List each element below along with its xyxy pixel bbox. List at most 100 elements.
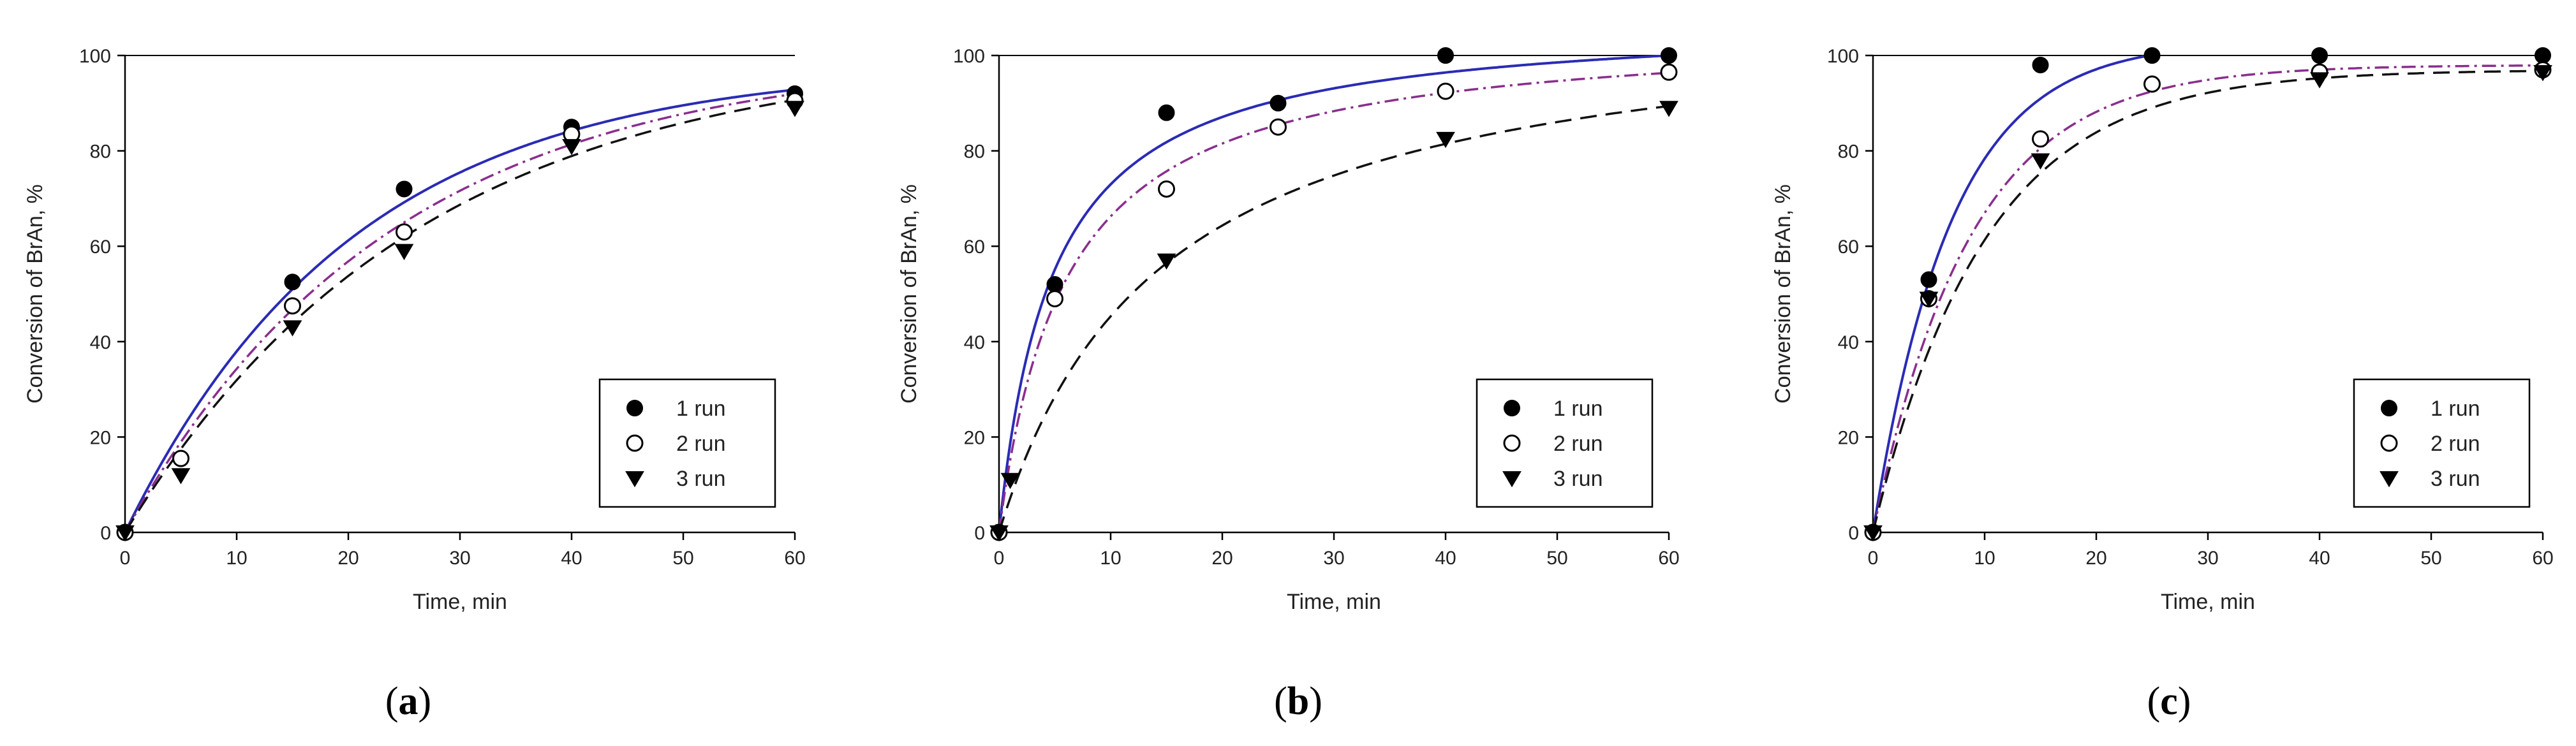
legend: 1 run 2 run 3 run	[1476, 378, 1654, 508]
y-tick-label: 0	[974, 523, 985, 544]
x-axis-title: Time, min	[1287, 590, 1381, 614]
legend-marker	[2380, 471, 2399, 488]
data-point-1-run	[1158, 104, 1175, 121]
fit-curve-2-run	[1873, 64, 2543, 533]
legend-marker	[1503, 434, 1521, 452]
data-point-3-run	[989, 525, 1009, 542]
data-point-3-run	[1000, 472, 1020, 490]
fit-curve-2-run	[125, 92, 795, 533]
x-tick-label: 50	[2420, 548, 2441, 569]
legend-label: 2 run	[1553, 432, 1603, 456]
data-point-1-run	[2535, 47, 2551, 64]
data-point-3-run	[1919, 291, 1939, 308]
legend-label: 1 run	[2431, 397, 2480, 421]
y-tick-label: 20	[964, 427, 985, 448]
data-point-3-run	[1436, 131, 1455, 149]
data-point-2-run	[2143, 75, 2161, 93]
data-point-3-run	[562, 139, 581, 156]
data-point-1-run	[1661, 47, 1677, 64]
data-point-3-run	[115, 525, 135, 542]
y-axis-title: Conversion of BrAn, %	[1771, 184, 1795, 404]
x-tick-label: 0	[994, 548, 1005, 569]
data-point-1-run	[396, 180, 413, 198]
legend-marker	[626, 400, 643, 416]
x-tick-label: 60	[2532, 548, 2553, 569]
chart-panel-b: 0 10 20 30 40 50 60 0 20 40 60 80 100 Time, min Conver…	[897, 46, 1680, 723]
x-tick-label: 20	[2085, 548, 2106, 569]
legend-label: 1 run	[1553, 397, 1603, 421]
data-point-3-run	[171, 468, 191, 485]
data-point-1-run	[2143, 47, 2161, 64]
data-point-3-run	[1659, 101, 1678, 117]
legend-marker	[626, 434, 644, 452]
legend-label: 1 run	[676, 397, 726, 421]
legend-label: 2 run	[676, 432, 726, 456]
y-tick-label: 40	[964, 332, 985, 353]
x-tick-label: 0	[1868, 548, 1879, 569]
data-point-2-run	[1158, 180, 1175, 198]
legend-marker	[2381, 400, 2397, 416]
x-tick-label: 40	[2309, 548, 2330, 569]
y-tick-label: 0	[1848, 523, 1859, 544]
data-point-2-run	[1660, 63, 1678, 81]
data-point-2-run	[172, 450, 189, 467]
x-tick-label: 30	[1323, 548, 1344, 569]
data-point-1-run	[2311, 47, 2328, 64]
y-tick-label: 40	[90, 332, 111, 353]
data-point-3-run	[785, 101, 804, 117]
y-tick-label: 60	[90, 237, 111, 258]
data-point-2-run	[1437, 82, 1455, 100]
x-axis-title: Time, min	[413, 590, 507, 614]
y-tick-label: 20	[90, 427, 111, 448]
legend-marker	[2380, 434, 2398, 452]
y-tick-label: 60	[1838, 237, 1859, 258]
legend: 1 run 2 run 3 run	[598, 378, 776, 508]
x-tick-label: 20	[1211, 548, 1232, 569]
x-tick-label: 50	[1546, 548, 1567, 569]
panel-label: (b)	[1274, 680, 1322, 723]
y-tick-label: 60	[964, 237, 985, 258]
data-point-1-run	[1046, 276, 1063, 293]
x-tick-label: 40	[561, 548, 582, 569]
x-tick-label: 30	[2197, 548, 2218, 569]
y-tick-label: 80	[1838, 142, 1859, 163]
data-point-2-run	[1269, 118, 1287, 136]
y-tick-label: 40	[1838, 332, 1859, 353]
fit-curve-3-run	[125, 99, 795, 533]
x-tick-label: 40	[1435, 548, 1456, 569]
x-tick-label: 10	[1974, 548, 1995, 569]
y-tick-label: 80	[964, 142, 985, 163]
y-tick-label: 80	[90, 142, 111, 163]
y-tick-label: 100	[1827, 46, 1859, 67]
legend-marker	[625, 471, 644, 488]
data-point-1-run	[2032, 56, 2049, 73]
data-point-3-run	[2031, 153, 2050, 170]
fit-curve-3-run	[999, 105, 1669, 533]
y-tick-label: 20	[1838, 427, 1859, 448]
x-tick-label: 20	[337, 548, 359, 569]
data-point-3-run	[394, 244, 414, 260]
y-tick-label: 0	[100, 523, 111, 544]
data-point-2-run	[2032, 130, 2049, 148]
panel-label: (a)	[385, 680, 431, 723]
data-point-2-run	[1046, 289, 1063, 307]
legend: 1 run 2 run 3 run	[2353, 378, 2531, 508]
data-point-2-run	[396, 223, 413, 241]
y-axis-title: Conversion of BrAn, %	[23, 184, 47, 404]
data-point-2-run	[284, 297, 301, 315]
x-tick-label: 30	[449, 548, 470, 569]
chart-panel-a: 0 10 20 30 40 50 60 0 20 40 60 80 100 Time, min Conver…	[23, 46, 806, 723]
fit-curve-2-run	[999, 71, 1669, 533]
legend-label: 3 run	[676, 467, 726, 491]
fit-curve-3-run	[1873, 69, 2543, 533]
fit-curve-1-run	[1873, 55, 2161, 533]
data-point-3-run	[283, 320, 302, 337]
data-point-3-run	[1863, 525, 1883, 542]
data-point-3-run	[1157, 253, 1176, 270]
data-point-1-run	[1269, 94, 1287, 112]
y-tick-label: 100	[953, 46, 985, 67]
legend-label: 3 run	[1553, 467, 1603, 491]
panel-label: (c)	[2147, 680, 2191, 723]
x-tick-label: 60	[1658, 548, 1679, 569]
data-point-1-run	[1920, 271, 1937, 288]
